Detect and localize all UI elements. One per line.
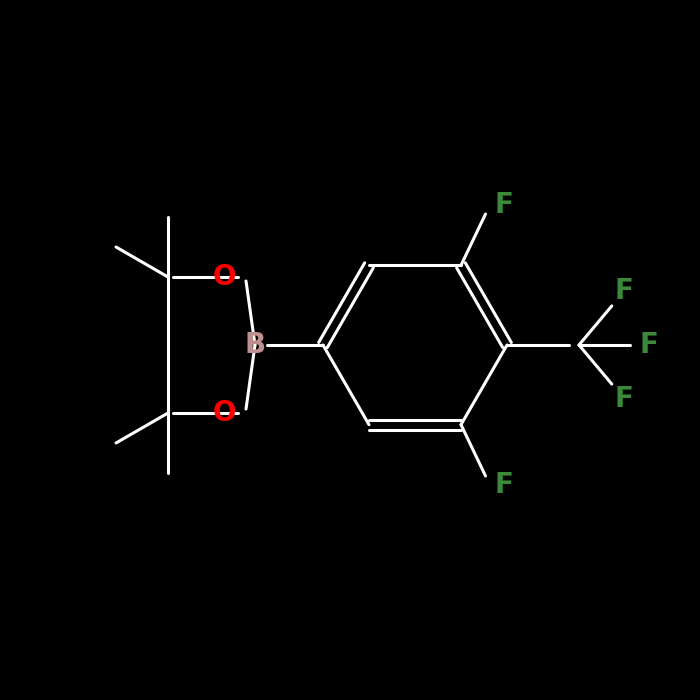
Text: O: O	[212, 399, 236, 427]
Text: F: F	[615, 277, 634, 305]
Text: F: F	[494, 191, 513, 219]
Text: F: F	[615, 384, 634, 412]
Text: F: F	[640, 331, 659, 359]
Text: B: B	[244, 331, 265, 359]
Text: O: O	[212, 263, 236, 291]
Text: F: F	[494, 471, 513, 499]
